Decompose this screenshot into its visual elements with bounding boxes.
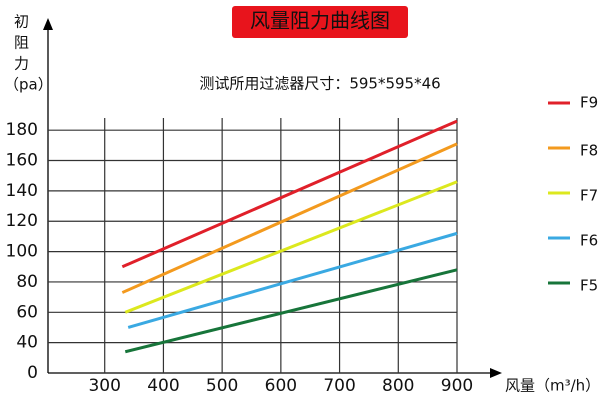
legend-label: F8 [580,142,598,160]
legend-label: F7 [580,187,598,205]
x-tick-label: 800 [382,376,414,396]
x-tick-label: 400 [147,376,179,396]
y-arrow [43,18,53,30]
y-tick-label: 100 [6,242,38,262]
series-line [127,231,458,329]
series-line [121,119,458,269]
x-tick-label: 300 [88,376,120,396]
y-tick-label: 140 [6,181,38,201]
legend-label: F6 [580,232,598,250]
y-tick-label: 180 [6,120,38,140]
y-tick-label: 60 [16,302,38,322]
series-line [121,142,458,294]
x-tick-label: 900 [441,376,473,396]
y-axis-label: 力 [14,55,29,73]
y-axis-label: 初 [14,13,29,31]
x-tick-label: 700 [323,376,355,396]
series-line [124,180,458,314]
series-line [124,268,458,354]
legend-label: F5 [580,277,598,295]
y-tick-label: 160 [6,151,38,171]
x-tick-label: 600 [265,376,297,396]
x-arrow [490,368,502,378]
y-axis-label: （pa） [4,76,53,94]
title-box [232,6,408,38]
subtitle: 测试所用过滤器尺寸：595*595*46 [199,75,440,93]
x-axis-label: 风量（m³/h） [505,377,600,395]
y-tick-label: 40 [16,333,38,353]
legend-label: F9 [580,94,598,112]
chart-title: 风量阻力曲线图 [250,9,390,33]
y-axis-label: 阻 [14,34,29,52]
y-tick-label: 0 [27,363,38,383]
y-tick-label: 80 [16,272,38,292]
x-tick-label: 500 [206,376,238,396]
y-tick-label: 120 [6,211,38,231]
